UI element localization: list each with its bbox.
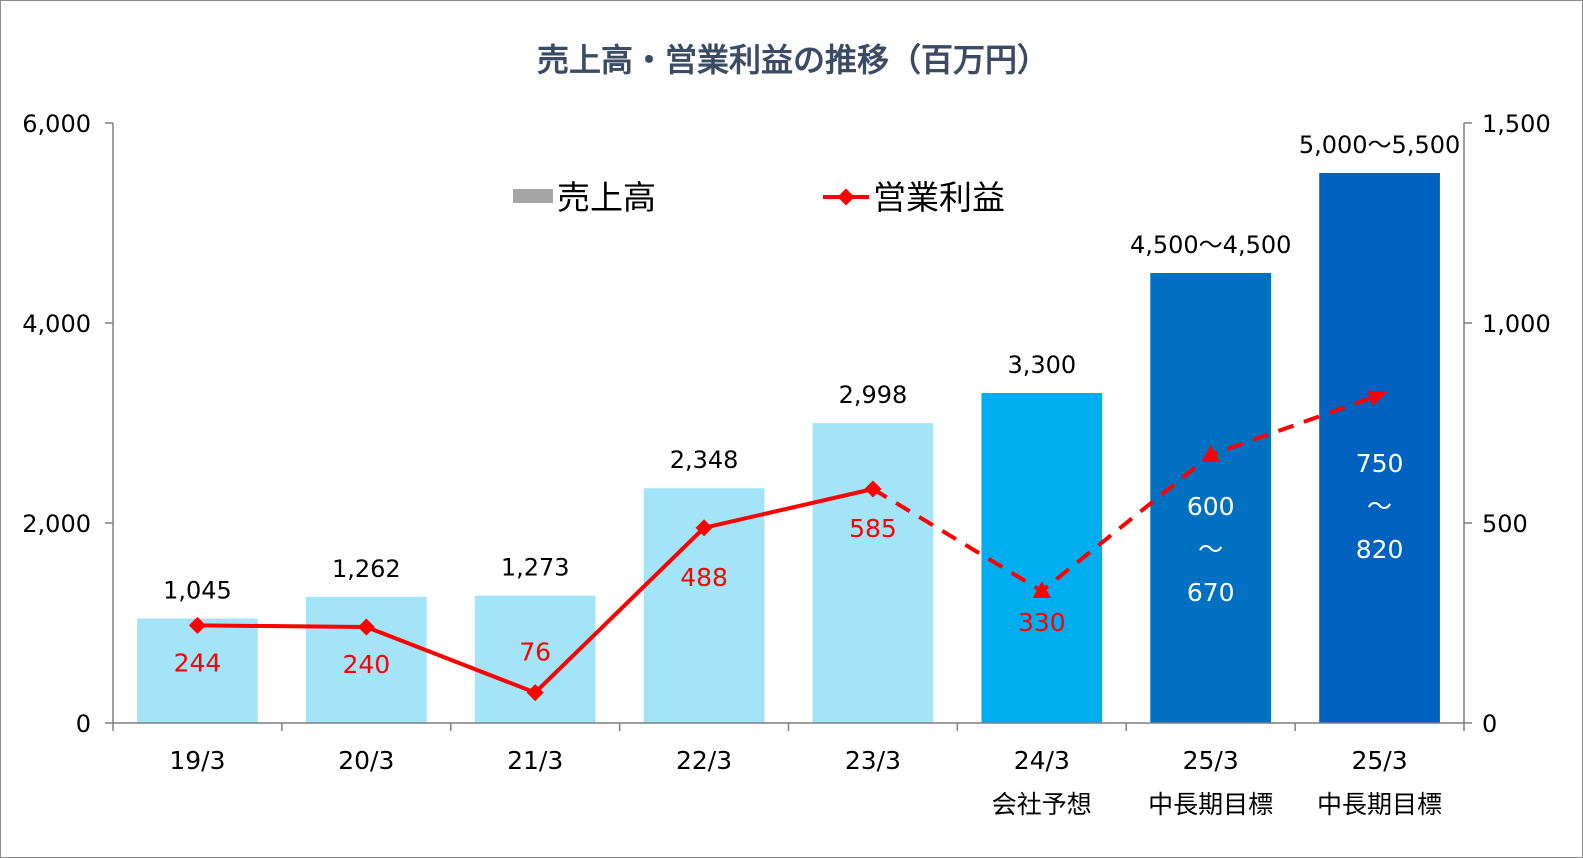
profit-value-label: 244: [174, 648, 222, 677]
profit-marker: [188, 616, 206, 634]
category-label: 25/3: [1183, 746, 1239, 775]
left-tick-label: 2,000: [22, 510, 91, 538]
profit-value-label: 670: [1187, 578, 1235, 607]
profit-value-label: 76: [519, 638, 551, 667]
category-label: 会社予想: [992, 790, 1092, 819]
legend-label-profit: 営業利益: [873, 178, 1005, 217]
sales-value-label: 1,273: [501, 554, 570, 582]
profit-value-label: 330: [1018, 608, 1066, 637]
legend: 売上高 営業利益: [513, 178, 1005, 217]
category-label: 24/3: [1014, 746, 1070, 775]
sales-value-label: 4,500〜4,500: [1130, 231, 1291, 259]
left-tick-label: 0: [76, 710, 91, 738]
sales-bar-labels: 1,045 1,262 1,273 2,348 2,998 3,300 4,500〜4,50…: [163, 131, 1460, 605]
profit-value-label: 〜: [1198, 535, 1223, 564]
sales-value-label: 1,045: [163, 577, 232, 605]
profit-line-forecast: [871, 393, 1381, 594]
profit-marker: [1201, 445, 1220, 462]
legend-swatch-sales: [513, 189, 553, 203]
sales-value-label: 2,998: [839, 381, 908, 409]
profit-value-label: 240: [342, 650, 390, 679]
right-tick-label: 500: [1482, 510, 1528, 538]
legend-label-sales: 売上高: [557, 178, 656, 217]
chart-title: 売上高・営業利益の推移（百万円）: [537, 41, 1049, 79]
category-label: 25/3: [1351, 746, 1407, 775]
profit-marker: [864, 480, 882, 498]
operating-profit-line: [188, 390, 1388, 702]
profit-marker: [526, 684, 544, 702]
right-tick-label: 1,500: [1482, 110, 1551, 138]
sales-value-label: 5,000〜5,500: [1299, 131, 1460, 159]
right-tick-label: 1,000: [1482, 310, 1551, 338]
category-label: 20/3: [338, 746, 394, 775]
profit-marker: [695, 519, 713, 537]
sales-bar: [1150, 273, 1272, 723]
profit-value-label: 750: [1356, 449, 1404, 478]
category-label: 中長期目標: [1317, 790, 1442, 819]
left-tick-label: 4,000: [22, 310, 91, 338]
profit-value-label: 585: [849, 514, 897, 543]
category-label: 中長期目標: [1148, 790, 1273, 819]
profit-arrowhead: [1367, 390, 1388, 406]
sales-value-label: 1,262: [332, 555, 401, 583]
category-label: 23/3: [845, 746, 901, 775]
sales-value-label: 3,300: [1007, 351, 1076, 379]
sales-bar: [1319, 173, 1440, 723]
sales-bar: [305, 596, 427, 723]
profit-marker: [1032, 581, 1051, 598]
profit-marker: [357, 618, 375, 636]
sales-bar: [474, 595, 596, 723]
category-label: 19/3: [169, 746, 225, 775]
legend-marker-profit: [837, 188, 855, 206]
right-tick-label: 0: [1482, 710, 1497, 738]
category-label: 21/3: [507, 746, 563, 775]
left-tick-label: 6,000: [22, 110, 91, 138]
profit-value-label: 488: [680, 563, 728, 592]
sales-value-label: 2,348: [670, 446, 739, 474]
profit-value-label: 820: [1356, 535, 1404, 564]
operating-profit-labels: 244 240 76 488 585 330 600 〜 670 750 〜 820: [174, 449, 1404, 679]
profit-value-label: 600: [1187, 492, 1235, 521]
sales-bar: [137, 618, 258, 723]
axes: 0 2,000 4,000 6,000 0 500 1,000 1,500 19/3 20/3 21…: [22, 110, 1550, 819]
category-label: 22/3: [676, 746, 732, 775]
profit-value-label: 〜: [1367, 492, 1392, 521]
sales-bar: [812, 423, 934, 723]
